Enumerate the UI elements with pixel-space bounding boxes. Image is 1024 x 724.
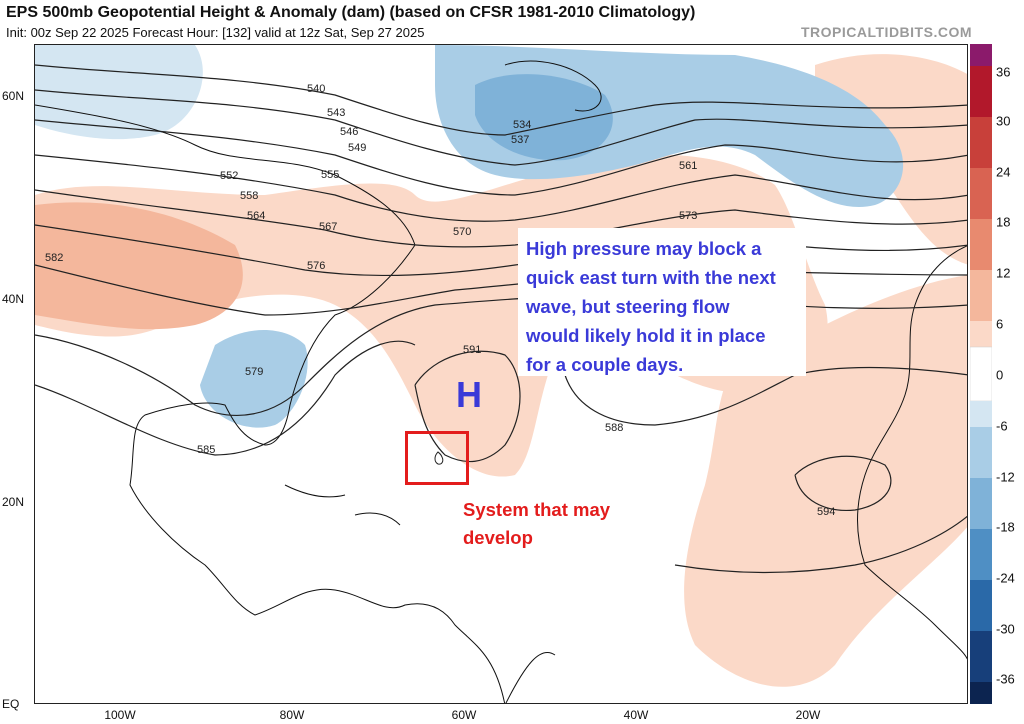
colorbar-swatch <box>970 168 992 219</box>
positive-anomaly-east <box>684 275 967 687</box>
colorbar-swatch <box>970 631 992 682</box>
colorbar-swatch <box>970 44 992 66</box>
contour-label: 573 <box>679 210 697 222</box>
contour-591-east <box>674 515 967 574</box>
colorbar-swatch <box>970 321 992 347</box>
contour-label: 552 <box>220 170 238 182</box>
contour-585 <box>35 340 416 456</box>
lat-label-40n: 40N <box>2 292 25 306</box>
strong-positive-anomaly-region <box>35 202 243 330</box>
contour-label: 537 <box>511 134 529 146</box>
colorbar-label: 30 <box>996 113 1011 129</box>
note-line: would likely hold it in place <box>526 325 766 346</box>
lon-label-60w: 60W <box>451 708 477 722</box>
contour-588 <box>564 366 967 426</box>
caribbean-islands <box>284 484 401 526</box>
africa-europe-coastline <box>857 245 967 660</box>
contour-540 <box>35 64 967 136</box>
contour-558 <box>35 154 967 222</box>
colorbar-swatch <box>970 270 992 321</box>
colorbar-label: 12 <box>996 265 1011 281</box>
colorbar-label: -12 <box>996 469 1015 485</box>
strong-negative-anomaly <box>475 74 613 161</box>
lon-label-20w: 20W <box>795 708 821 722</box>
contour-552 <box>35 119 967 196</box>
lat-label-20n: 20N <box>2 495 25 509</box>
colorbar-swatch <box>970 346 992 402</box>
note-line: for a couple days. <box>526 354 684 375</box>
colorbar-label: 36 <box>996 64 1011 80</box>
colorbar-label: -24 <box>996 570 1015 586</box>
map-canvas: 540 543 546 549 552 555 558 561 564 567 … <box>35 45 967 703</box>
contour-label: 543 <box>327 107 345 119</box>
map-title: EPS 500mb Geopotential Height & Anomaly … <box>6 4 696 21</box>
colorbar <box>970 44 992 704</box>
disturbance-icon <box>434 451 444 465</box>
colorbar-swatch <box>970 401 992 427</box>
lat-label-60n: 60N <box>2 89 25 103</box>
lon-label-100w: 100W <box>104 708 136 722</box>
map-subtitle: Init: 00z Sep 22 2025 Forecast Hour: [13… <box>6 25 425 40</box>
colorbar-swatch <box>970 529 992 580</box>
contour-label: 582 <box>45 252 63 264</box>
contour-label: 546 <box>340 126 358 138</box>
coastlines <box>35 60 967 703</box>
contour-546 <box>35 89 967 166</box>
contour-label: 588 <box>605 422 623 434</box>
note-line: High pressure may block a <box>526 238 762 259</box>
system-annotation: System that may develop <box>463 496 610 552</box>
contour-label: 561 <box>679 160 697 172</box>
colorbar-label: -18 <box>996 519 1015 535</box>
colorbar-swatch <box>970 219 992 270</box>
lat-label-eq: EQ <box>2 697 20 711</box>
system-line: System that may <box>463 499 611 520</box>
contour-label: 540 <box>307 83 325 95</box>
south-america-coastline <box>505 652 556 703</box>
contour-591-high <box>414 350 521 463</box>
site-credit[interactable]: TROPICALTIDBITS.COM <box>800 24 972 40</box>
contour-label: 549 <box>348 142 366 154</box>
colorbar-swatch <box>970 478 992 529</box>
americas-coastline <box>35 104 506 703</box>
contour-564 <box>35 189 967 248</box>
colorbar-label: -30 <box>996 621 1015 637</box>
system-line: develop <box>463 527 533 548</box>
contour-label: 570 <box>453 226 471 238</box>
contour-label: 576 <box>307 260 325 272</box>
contour-label: 579 <box>245 366 263 378</box>
greenland-coastline <box>504 60 602 112</box>
colorbar-label: 18 <box>996 214 1011 230</box>
contour-label: 585 <box>197 444 215 456</box>
high-pressure-marker: H <box>456 374 482 415</box>
map-panel: 540 543 546 549 552 555 558 561 564 567 … <box>34 44 968 704</box>
contour-label: 555 <box>321 169 339 181</box>
colorbar-swatch <box>970 580 992 631</box>
lon-label-80w: 80W <box>279 708 305 722</box>
colorbar-label: -36 <box>996 671 1015 687</box>
colorbar-label: 6 <box>996 316 1004 332</box>
colorbar-label: -6 <box>996 418 1008 434</box>
contour-label: 594 <box>817 506 835 518</box>
system-highlight-box <box>405 431 469 485</box>
anomaly-shading <box>35 45 967 687</box>
contour-label: 558 <box>240 190 258 202</box>
contour-label: 564 <box>247 210 265 222</box>
colorbar-swatch <box>970 427 992 478</box>
colorbar-label: 24 <box>996 164 1011 180</box>
annotation-note: High pressure may block a quick east tur… <box>518 228 806 376</box>
colorbar-swatch <box>970 682 992 704</box>
contour-label: 567 <box>319 221 337 233</box>
contour-labels: 540 543 546 549 552 555 558 561 564 567 … <box>45 83 835 518</box>
contour-label: 534 <box>513 119 531 131</box>
note-line: quick east turn with the next <box>526 267 776 288</box>
colorbar-label: 0 <box>996 367 1004 383</box>
colorbar-swatch <box>970 117 992 168</box>
lon-label-40w: 40W <box>623 708 649 722</box>
contour-594 <box>794 455 892 512</box>
contour-570 <box>35 224 967 277</box>
contour-label: 591 <box>463 344 481 356</box>
note-line: wave, but steering flow <box>526 296 730 317</box>
colorbar-swatch <box>970 66 992 117</box>
